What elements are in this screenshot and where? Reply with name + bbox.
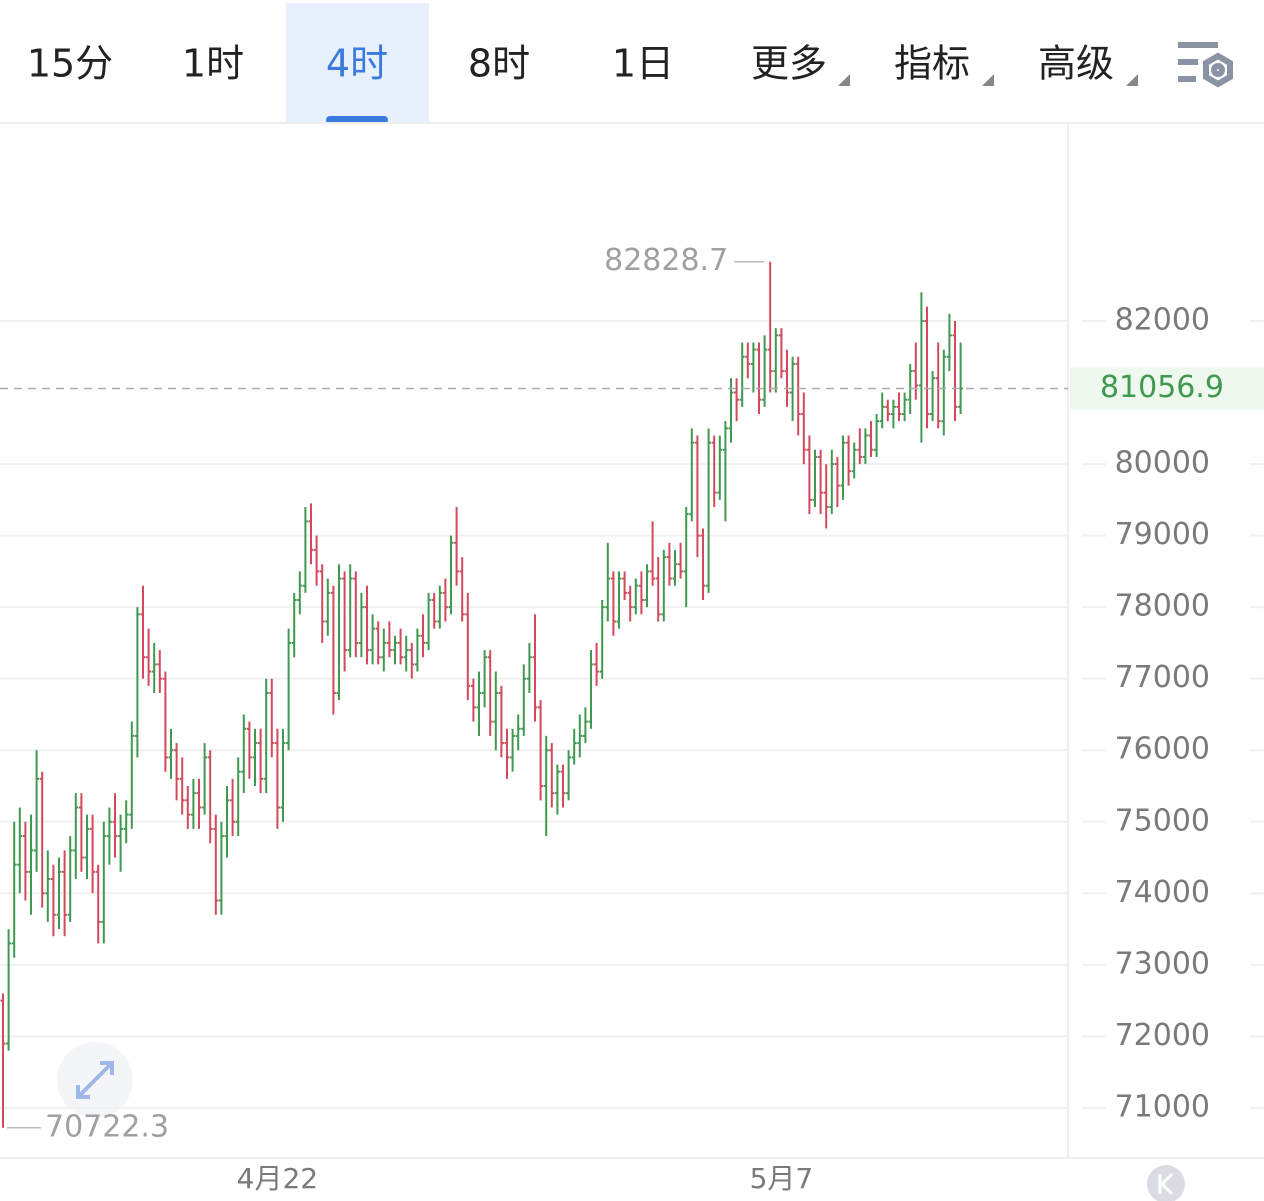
low-label: 70722.3 xyxy=(45,1109,169,1144)
k-button[interactable] xyxy=(1147,1165,1185,1201)
icon-hex xyxy=(1203,52,1233,88)
y-tick-label: 72000 xyxy=(1115,1018,1210,1053)
y-tick-label: 79000 xyxy=(1115,517,1210,552)
timeframe-tab[interactable]: 1日 xyxy=(612,42,674,86)
timeframe-tab[interactable]: 4时 xyxy=(326,42,388,86)
y-tick-label: 74000 xyxy=(1115,875,1210,910)
y-tick-label: 80000 xyxy=(1115,446,1210,481)
y-tick-label: 78000 xyxy=(1115,589,1210,624)
last-price-label: 81056.9 xyxy=(1100,370,1224,405)
settings-icon[interactable] xyxy=(1178,42,1233,88)
dropdown-arrow xyxy=(982,74,994,86)
k-circle xyxy=(1147,1165,1185,1201)
expand-button[interactable] xyxy=(57,1042,133,1118)
timeframe-tab[interactable]: 8时 xyxy=(468,42,530,86)
y-tick-label: 76000 xyxy=(1115,732,1210,767)
y-tick-label: 75000 xyxy=(1115,803,1210,838)
icon-dot xyxy=(1211,63,1225,77)
y-tick-label: 73000 xyxy=(1115,946,1210,981)
y-tick-label: 71000 xyxy=(1115,1089,1210,1124)
expand-arrows xyxy=(76,1061,114,1099)
timeframe-tab[interactable]: 15分 xyxy=(27,42,113,86)
x-tick-label: 5月7 xyxy=(750,1162,814,1195)
active-tab-background xyxy=(286,3,429,122)
timeframe-tab[interactable]: 指标 xyxy=(894,42,970,86)
dropdown-arrow xyxy=(838,74,850,86)
x-tick-label: 4月22 xyxy=(237,1162,318,1195)
dropdown-arrows xyxy=(838,74,1138,86)
timeframe-tab[interactable]: 高级 xyxy=(1038,42,1114,86)
y-tick-label: 82000 xyxy=(1115,303,1210,338)
timeframe-tab[interactable]: 1时 xyxy=(182,42,244,86)
k-glyph xyxy=(1158,1172,1174,1196)
timeframe-tab[interactable]: 更多 xyxy=(751,42,827,86)
y-tick-label: 77000 xyxy=(1115,660,1210,695)
high-label: 82828.7 xyxy=(604,243,728,278)
last-price-box xyxy=(1070,367,1264,410)
dropdown-arrow xyxy=(1126,74,1138,86)
